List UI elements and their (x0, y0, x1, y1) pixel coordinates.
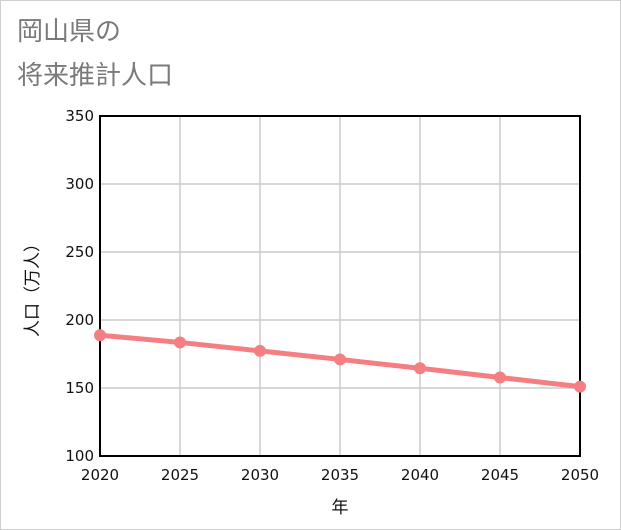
series-group (94, 329, 586, 393)
chart-title-line-1: 岡山県の (17, 17, 122, 47)
y-tick-label: 150 (65, 379, 94, 397)
x-tick-label: 2030 (241, 466, 279, 484)
x-tick-label: 2050 (561, 466, 599, 484)
y-axis-label: 人口（万人） (23, 235, 43, 337)
data-point (574, 380, 586, 393)
grid-lines (100, 116, 580, 456)
data-point (254, 344, 266, 357)
y-tick-label: 200 (65, 311, 94, 329)
x-tick-label: 2025 (161, 466, 199, 484)
x-tick-label: 2020 (81, 466, 119, 484)
data-point (494, 371, 506, 384)
data-point (94, 329, 106, 342)
y-tick-labels: 100 150 200 250 300 350 (65, 107, 94, 465)
chart-title-line-2: 将来推計人口 (17, 61, 174, 91)
x-axis-label: 年 (332, 498, 349, 518)
x-tick-label: 2040 (401, 466, 439, 484)
y-tick-label: 100 (65, 447, 94, 465)
data-point (334, 353, 346, 366)
data-point (414, 362, 426, 375)
x-tick-label: 2035 (321, 466, 359, 484)
y-tick-label: 300 (65, 175, 94, 193)
y-tick-label: 250 (65, 243, 94, 261)
data-point (174, 336, 186, 349)
plot-frame (99, 115, 581, 457)
y-tick-label: 350 (65, 107, 94, 125)
x-tick-label: 2045 (481, 466, 519, 484)
x-tick-labels: 2020 2025 2030 2035 2040 2045 2050 (81, 466, 599, 484)
